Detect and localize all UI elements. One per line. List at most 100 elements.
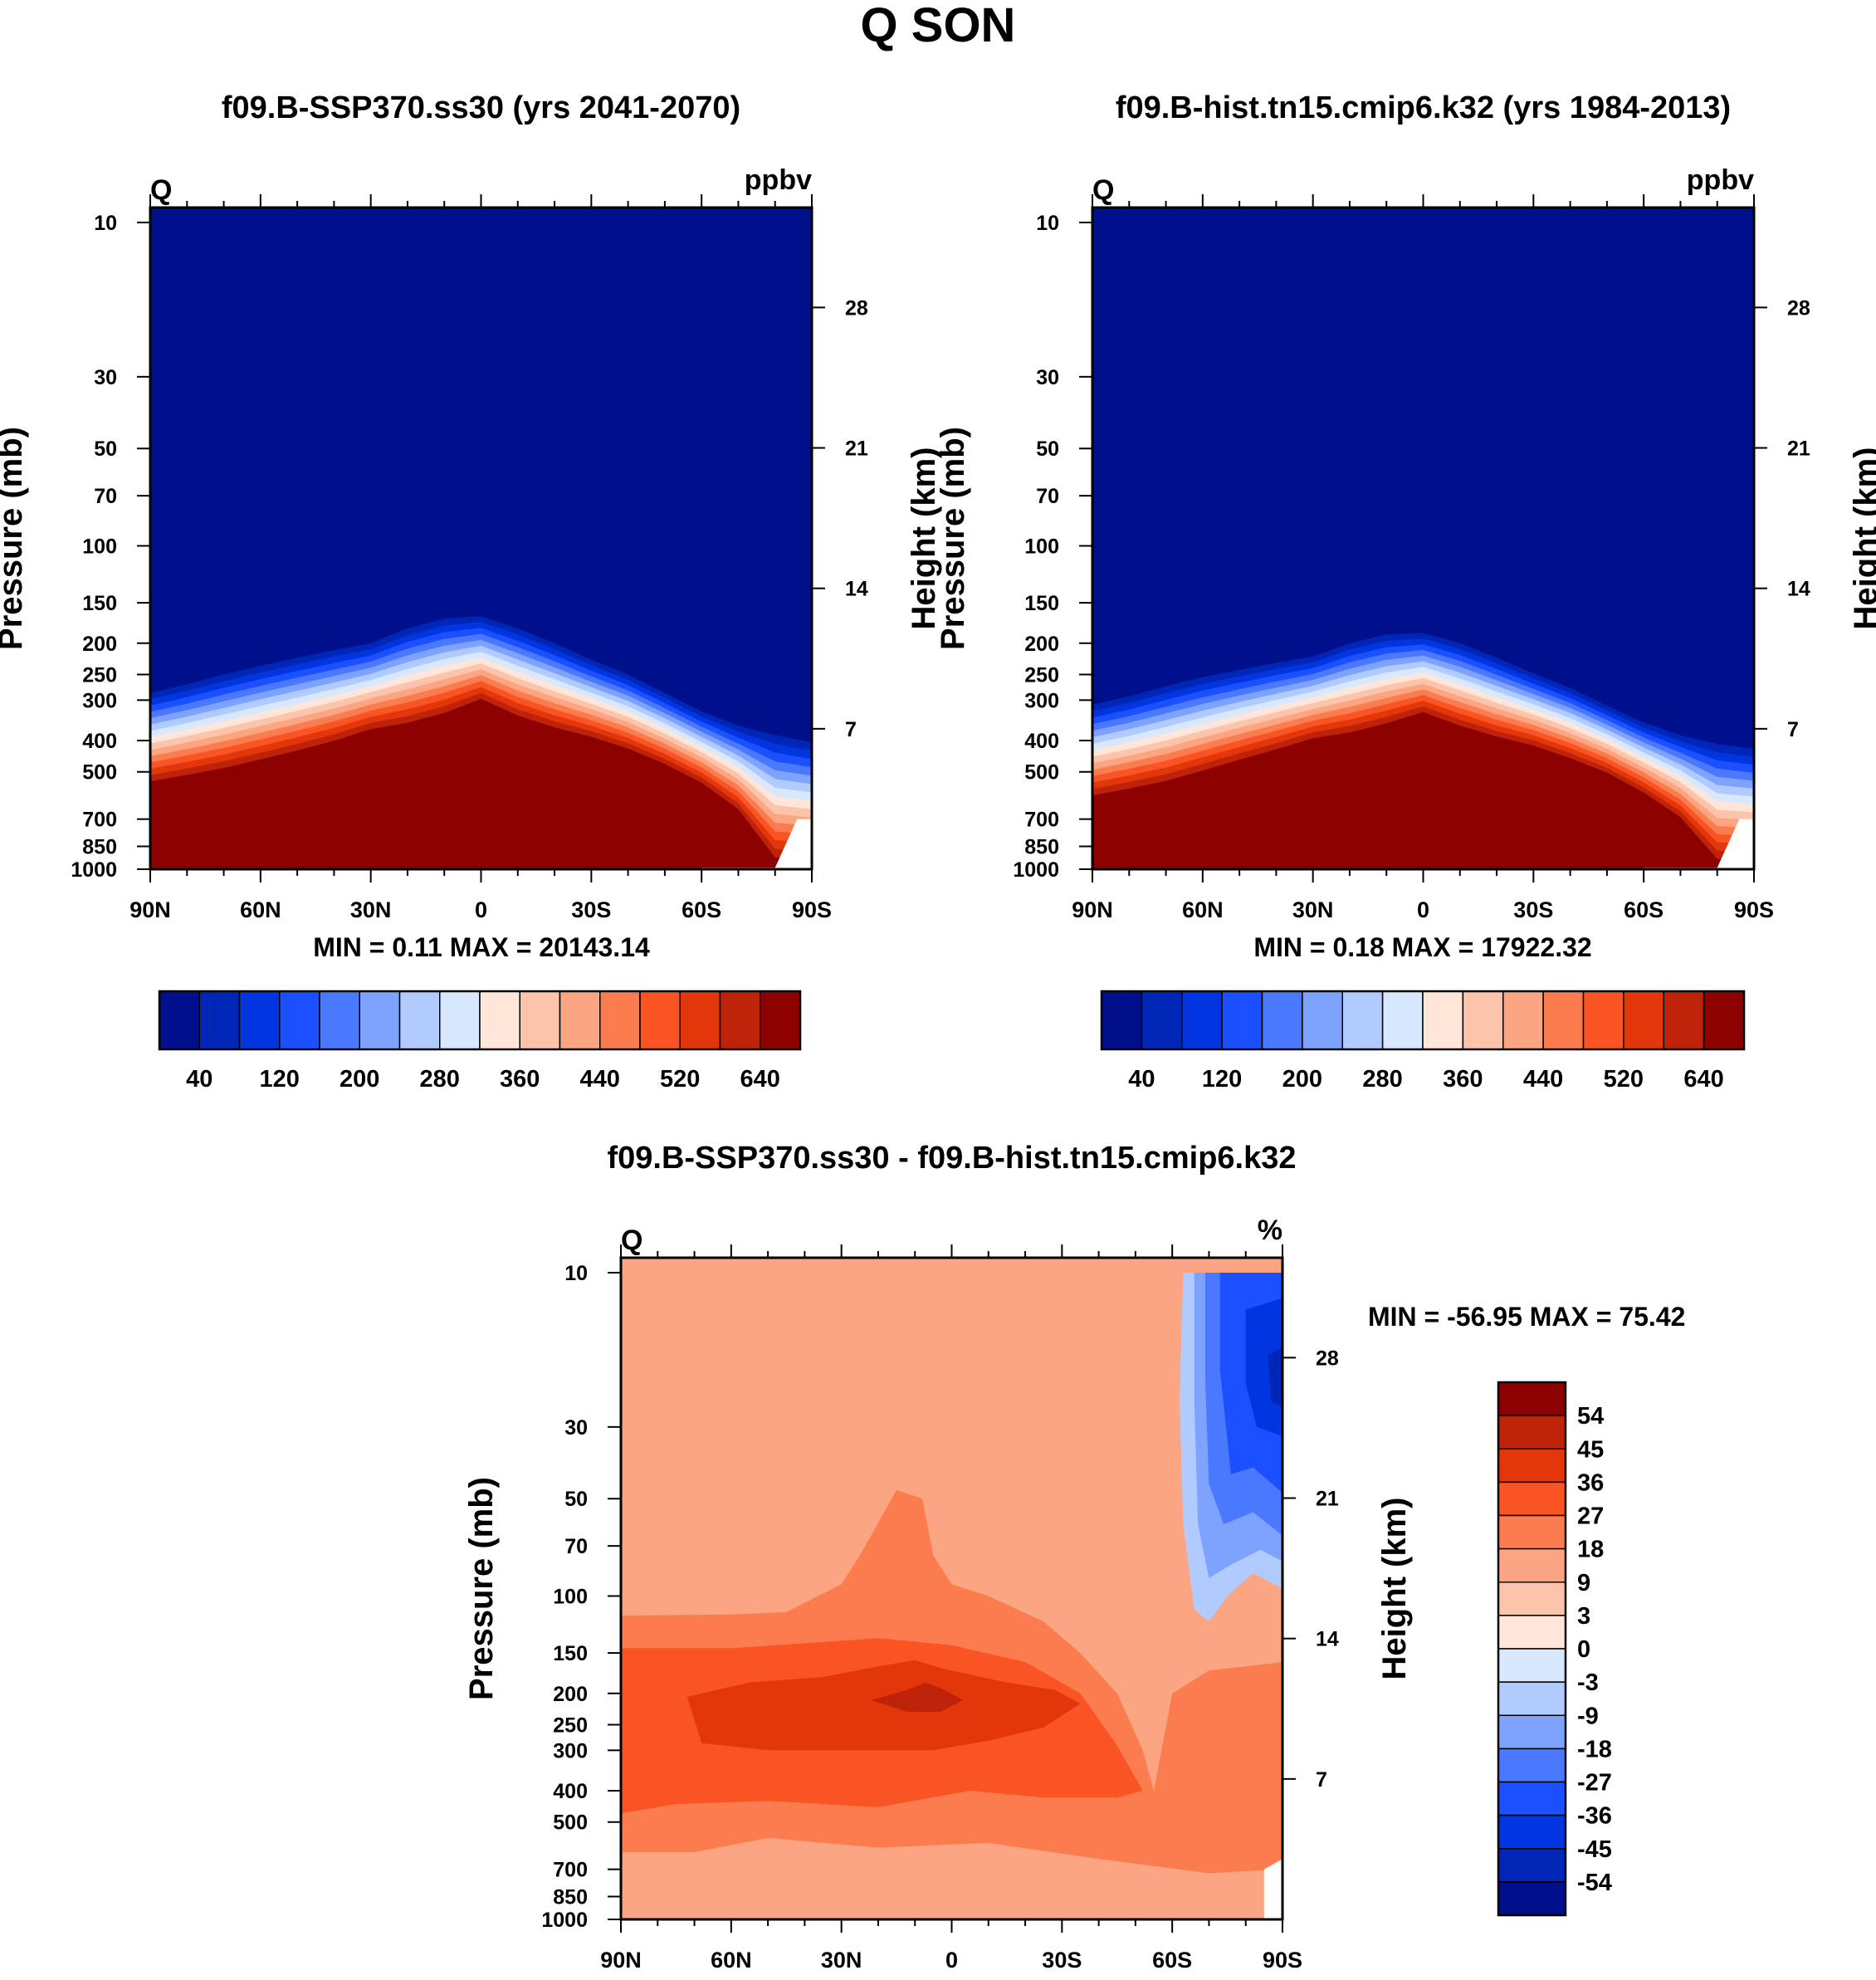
colorbar-swatch — [1497, 1547, 1566, 1583]
right-tick-label: 28 — [845, 296, 868, 320]
panel-2: 90N 60N 30N 0 30S 60S 90S103050701001502002503… — [935, 90, 1876, 1093]
colorbar-label: -36 — [1577, 1803, 1612, 1830]
y-axis-label: Pressure (mb) — [463, 1477, 500, 1700]
right-tick-label: 14 — [845, 578, 868, 601]
contour-region-4 — [871, 1682, 963, 1712]
x-tick-label: 90S — [1263, 1948, 1302, 1973]
x-tick-label: 30N — [821, 1948, 862, 1973]
y-tick-label: 300 — [553, 1739, 588, 1762]
y-tick-label: 100 — [1024, 535, 1059, 559]
x-tick-label: 60S — [682, 897, 721, 922]
colorbar-label: -27 — [1577, 1770, 1612, 1797]
colorbar-swatch — [1497, 1848, 1566, 1883]
y-tick-label: 200 — [1024, 633, 1059, 656]
colorbar-frame — [1497, 1381, 1567, 1917]
colorbar-label: 280 — [420, 1066, 460, 1093]
right-tick-label: 28 — [1316, 1347, 1339, 1370]
x-tick-label: 90N — [600, 1948, 642, 1973]
colorbar-swatch — [359, 990, 401, 1050]
colorbar-label: 640 — [1683, 1066, 1723, 1093]
colorbar-label: 18 — [1577, 1537, 1604, 1563]
panel-3: 90N 60N 30N 0 30S 60S 90S103050701001502002503… — [463, 1141, 1685, 1973]
colorbar-swatch — [1302, 990, 1343, 1050]
y-tick-label: 500 — [553, 1811, 588, 1835]
colorbar-swatch — [1141, 990, 1183, 1050]
colorbar-swatch — [639, 990, 681, 1050]
y-tick-label: 100 — [553, 1586, 588, 1609]
colorbar-frame — [158, 990, 802, 1051]
colorbar-label: 360 — [1443, 1066, 1483, 1093]
y-tick-label: 150 — [1024, 592, 1059, 615]
x-tick-label: 30S — [1042, 1948, 1082, 1973]
x-tick-label: 90N — [1072, 897, 1113, 922]
colorbar-swatch — [1497, 1781, 1566, 1816]
y-axis-right-label: Height (km) — [1376, 1498, 1413, 1680]
y-tick-label: 850 — [1024, 836, 1059, 859]
y-tick-label: 200 — [82, 633, 117, 656]
colorbar-swatch — [1497, 1514, 1566, 1550]
colorbar-label: 200 — [1282, 1066, 1322, 1093]
colorbar-label: 120 — [1202, 1066, 1242, 1093]
colorbar-swatch — [1101, 990, 1143, 1050]
colorbar-label: -18 — [1577, 1736, 1612, 1762]
y-tick-label: 50 — [94, 438, 117, 461]
contour-region-3 — [686, 1660, 1081, 1751]
colorbar-frame — [1100, 990, 1746, 1051]
y-tick-label: 150 — [82, 592, 117, 615]
y-tick-label: 700 — [82, 809, 117, 832]
y-tick-label: 250 — [1024, 663, 1059, 687]
colorbar-label: -3 — [1577, 1670, 1599, 1696]
colorbar-swatch — [1497, 1381, 1566, 1416]
colorbar-swatch — [198, 990, 241, 1050]
y-tick-label: 850 — [553, 1886, 588, 1909]
panel-title: f09.B-SSP370.ss30 - f09.B-hist.tn15.cmip… — [607, 1141, 1296, 1176]
right-tick-label: 14 — [1787, 578, 1810, 601]
colorbar-label: -45 — [1577, 1836, 1612, 1863]
x-tick-label: 60N — [1182, 897, 1224, 922]
y-tick-label: 500 — [1024, 761, 1059, 785]
plot-area — [1092, 208, 1754, 869]
y-tick-label: 300 — [82, 689, 117, 712]
plot-area — [150, 208, 812, 869]
y-tick-label: 30 — [94, 366, 117, 389]
colorbar-label: 440 — [580, 1066, 620, 1093]
x-tick-label: 90N — [129, 897, 171, 922]
colorbar-swatch — [1497, 1415, 1566, 1450]
y-tick-label: 700 — [553, 1859, 588, 1882]
x-tick-label: 30S — [571, 897, 611, 922]
corner-left-label: Q — [1092, 174, 1114, 206]
colorbar-label: 40 — [1128, 1066, 1155, 1093]
colorbar-swatch — [760, 990, 801, 1050]
contour-band-15 — [1092, 711, 1754, 869]
colorbar-swatch — [599, 990, 641, 1050]
x-tick-label: 90S — [1734, 897, 1774, 922]
colorbar-swatch — [1582, 990, 1624, 1050]
colorbar-label: 36 — [1577, 1469, 1604, 1496]
colorbar-swatch — [159, 990, 200, 1050]
colorbar: 40 120 200 280 360 440 520 640 — [1100, 990, 1746, 1093]
y-tick-label: 100 — [82, 535, 117, 559]
colorbar-swatch — [398, 990, 441, 1050]
x-tick-label: 60N — [711, 1948, 752, 1973]
corner-right-label: ppbv — [1687, 164, 1754, 196]
colorbar-label: 360 — [500, 1066, 540, 1093]
y-tick-label: 200 — [553, 1683, 588, 1706]
y-tick-label: 700 — [1024, 809, 1059, 832]
colorbar-label: 440 — [1523, 1066, 1563, 1093]
colorbar-swatch — [319, 990, 360, 1050]
right-tick-label: 21 — [1316, 1488, 1339, 1511]
colorbar-swatch — [1497, 1881, 1566, 1916]
plot-area — [621, 1258, 1282, 1919]
x-tick-label: 30N — [350, 897, 392, 922]
colorbar-swatch — [1497, 1481, 1566, 1517]
y-tick-label: 1000 — [71, 858, 117, 882]
colorbar-swatch — [1497, 1615, 1566, 1650]
colorbar-swatch — [1497, 1582, 1566, 1616]
missing-data-region — [1263, 1859, 1282, 1919]
colorbar-label: 40 — [186, 1066, 213, 1093]
y-tick-label: 1000 — [541, 1909, 588, 1932]
x-tick-label: 90S — [792, 897, 832, 922]
colorbar-swatch — [1497, 1714, 1566, 1750]
colorbar-swatch — [1663, 990, 1705, 1050]
y-tick-label: 10 — [1036, 212, 1059, 235]
